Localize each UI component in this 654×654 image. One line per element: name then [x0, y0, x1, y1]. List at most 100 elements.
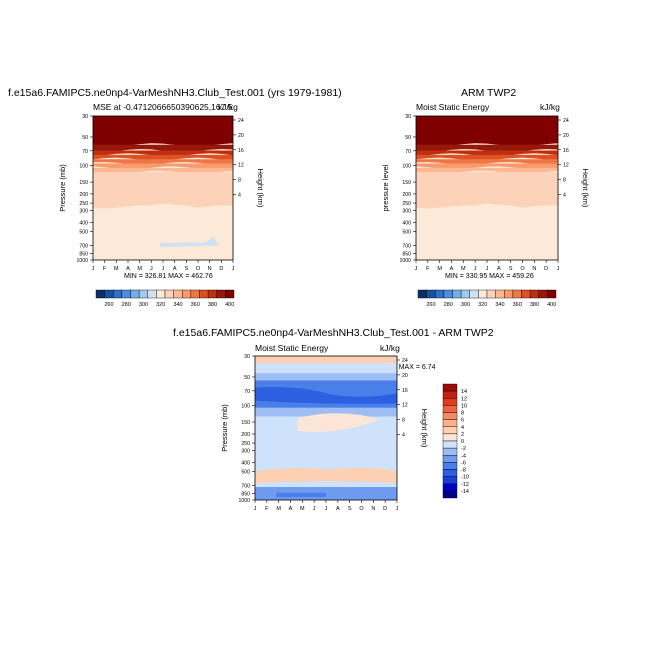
diff-band	[255, 363, 397, 374]
obs-colorbar-box	[495, 289, 505, 299]
obs-month-tick-label: J	[415, 266, 418, 272]
model-band	[93, 116, 233, 147]
diff-band	[255, 373, 397, 381]
diff-core-negative	[255, 387, 397, 404]
model-month-tick-label: J	[150, 266, 153, 272]
obs-colorbar-box	[547, 289, 557, 299]
model-month-tick-label: A	[173, 266, 177, 272]
model-cool-patch	[160, 236, 219, 248]
obs-colorbar-box	[529, 289, 539, 299]
model-colorbar-label: 280	[122, 302, 131, 308]
diff-pressure-tick-label: 1000	[238, 498, 250, 504]
model-band	[93, 154, 233, 161]
model-height-tick-label: 4	[238, 192, 241, 198]
diff-colorbar-box	[442, 383, 458, 392]
obs-colorbar-box	[460, 289, 470, 299]
obs-month-tick-label: J	[474, 266, 477, 272]
obs-field	[416, 116, 558, 260]
model-month-tick-label: S	[184, 266, 188, 272]
model-month-tick-label: M	[137, 266, 142, 272]
diff-height-tick-label: 24	[402, 358, 408, 364]
model-month-tick-label: O	[196, 266, 201, 272]
obs-colorbar-label: 400	[547, 302, 556, 308]
obs-height-tick-label: 4	[563, 192, 566, 198]
model-pressure-tick-label: 50	[82, 135, 88, 141]
diff-colorbar-box	[442, 419, 458, 427]
diff-panel-minmax: MIN = -8.71 MAX = 6.74	[360, 364, 436, 371]
diff-month-tick-label: J	[325, 506, 328, 512]
obs-colorbar-label: 320	[478, 302, 487, 308]
obs-month-tick-label: J	[486, 266, 489, 272]
model-colorbar-box	[207, 289, 217, 299]
model-colorbar-box	[225, 289, 235, 299]
model-pressure-tick-label: 100	[79, 163, 88, 169]
model-height-tick-label: 24	[238, 118, 244, 124]
model-panel-minmax: MIN = 326.81 MAX = 462.76	[124, 273, 213, 280]
model-colorbar-label: 400	[225, 302, 234, 308]
model-pressure-tick-label: 500	[79, 230, 88, 236]
diff-colorbar-label: -6	[461, 460, 466, 466]
diff-pressure-tick-label: 70	[244, 389, 250, 395]
model-colorbar-label: 380	[208, 302, 217, 308]
obs-pressure-tick-label: 300	[402, 209, 411, 215]
diff-colorbar-label: -8	[461, 468, 466, 474]
model-colorbar-box	[164, 289, 174, 299]
diff-colorbar-label: 10	[461, 403, 467, 409]
obs-colorbar-box	[486, 289, 496, 299]
model-pressure-tick-label: 150	[79, 180, 88, 186]
model-field	[93, 116, 233, 260]
obs-pressure-tick-label: 500	[402, 230, 411, 236]
obs-pressure-tick-label: 100	[402, 163, 411, 169]
diff-month-tick-label: J	[313, 506, 316, 512]
diff-pressure-tick-label: 400	[241, 460, 250, 466]
diff-band	[255, 356, 397, 364]
obs-panel-minmax: MIN = 330.95 MAX = 459.26	[445, 273, 534, 280]
model-pressure-tick-label: 850	[79, 251, 88, 257]
model-month-tick-label: A	[126, 266, 130, 272]
diff-colorbar-box	[442, 490, 458, 499]
diff-colorbar-box	[442, 412, 458, 420]
diff-month-tick-label: F	[265, 506, 269, 512]
diff-month-tick-label: N	[371, 506, 375, 512]
model-colorbar-box	[147, 289, 157, 299]
model-colorbar-box	[190, 289, 200, 299]
diff-month-tick-label: J	[396, 506, 399, 512]
diff-colorbar-box	[442, 462, 458, 470]
diff-warm-patch	[297, 413, 380, 432]
obs-colorbar-label: 300	[461, 302, 470, 308]
diff-band	[255, 407, 397, 417]
obs-pressure-tick-label: 400	[402, 220, 411, 226]
obs-colorbar-label: 380	[530, 302, 539, 308]
obs-colorbar-box	[426, 289, 436, 299]
obs-month-tick-label: A	[450, 266, 454, 272]
obs-pressure-tick-label: 250	[402, 201, 411, 207]
obs-band	[416, 144, 558, 153]
model-panel-title: f.e15a6.FAMIPC5.ne0np4-VarMeshNH3.Club_T…	[8, 87, 342, 99]
obs-band	[416, 116, 558, 147]
obs-pressure-tick-label: 150	[402, 180, 411, 186]
obs-pressure-tick-label: 70	[405, 149, 411, 155]
obs-pressure-tick-label: 700	[402, 243, 411, 249]
obs-pressure-tick-label: 50	[405, 135, 411, 141]
obs-colorbar-box	[469, 289, 479, 299]
obs-month-tick-label: O	[520, 266, 525, 272]
model-month-tick-label: D	[219, 266, 223, 272]
obs-height-tick-label: 20	[563, 133, 569, 139]
diff-pressure-tick-label: 150	[241, 420, 250, 426]
model-pressure-tick-label: 250	[79, 201, 88, 207]
diff-colorbar-label: 12	[461, 396, 467, 402]
model-ylabel-right: Height (km)	[256, 169, 265, 208]
obs-colorbar-label: 260	[426, 302, 435, 308]
diff-colorbar-label: -14	[461, 489, 469, 495]
model-colorbar-box	[95, 289, 105, 299]
obs-month-tick-label: A	[497, 266, 501, 272]
diff-month-tick-label: S	[348, 506, 352, 512]
diff-colorbar-box	[442, 433, 458, 442]
diff-pressure-tick-label: 100	[241, 403, 250, 409]
model-month-tick-label: J	[162, 266, 165, 272]
obs-ylabel-right: Height (km)	[581, 169, 590, 208]
obs-month-tick-label: M	[461, 266, 466, 272]
obs-panel-title: ARM TWP2	[461, 87, 517, 99]
diff-panel-units: kJ/kg	[380, 343, 400, 353]
